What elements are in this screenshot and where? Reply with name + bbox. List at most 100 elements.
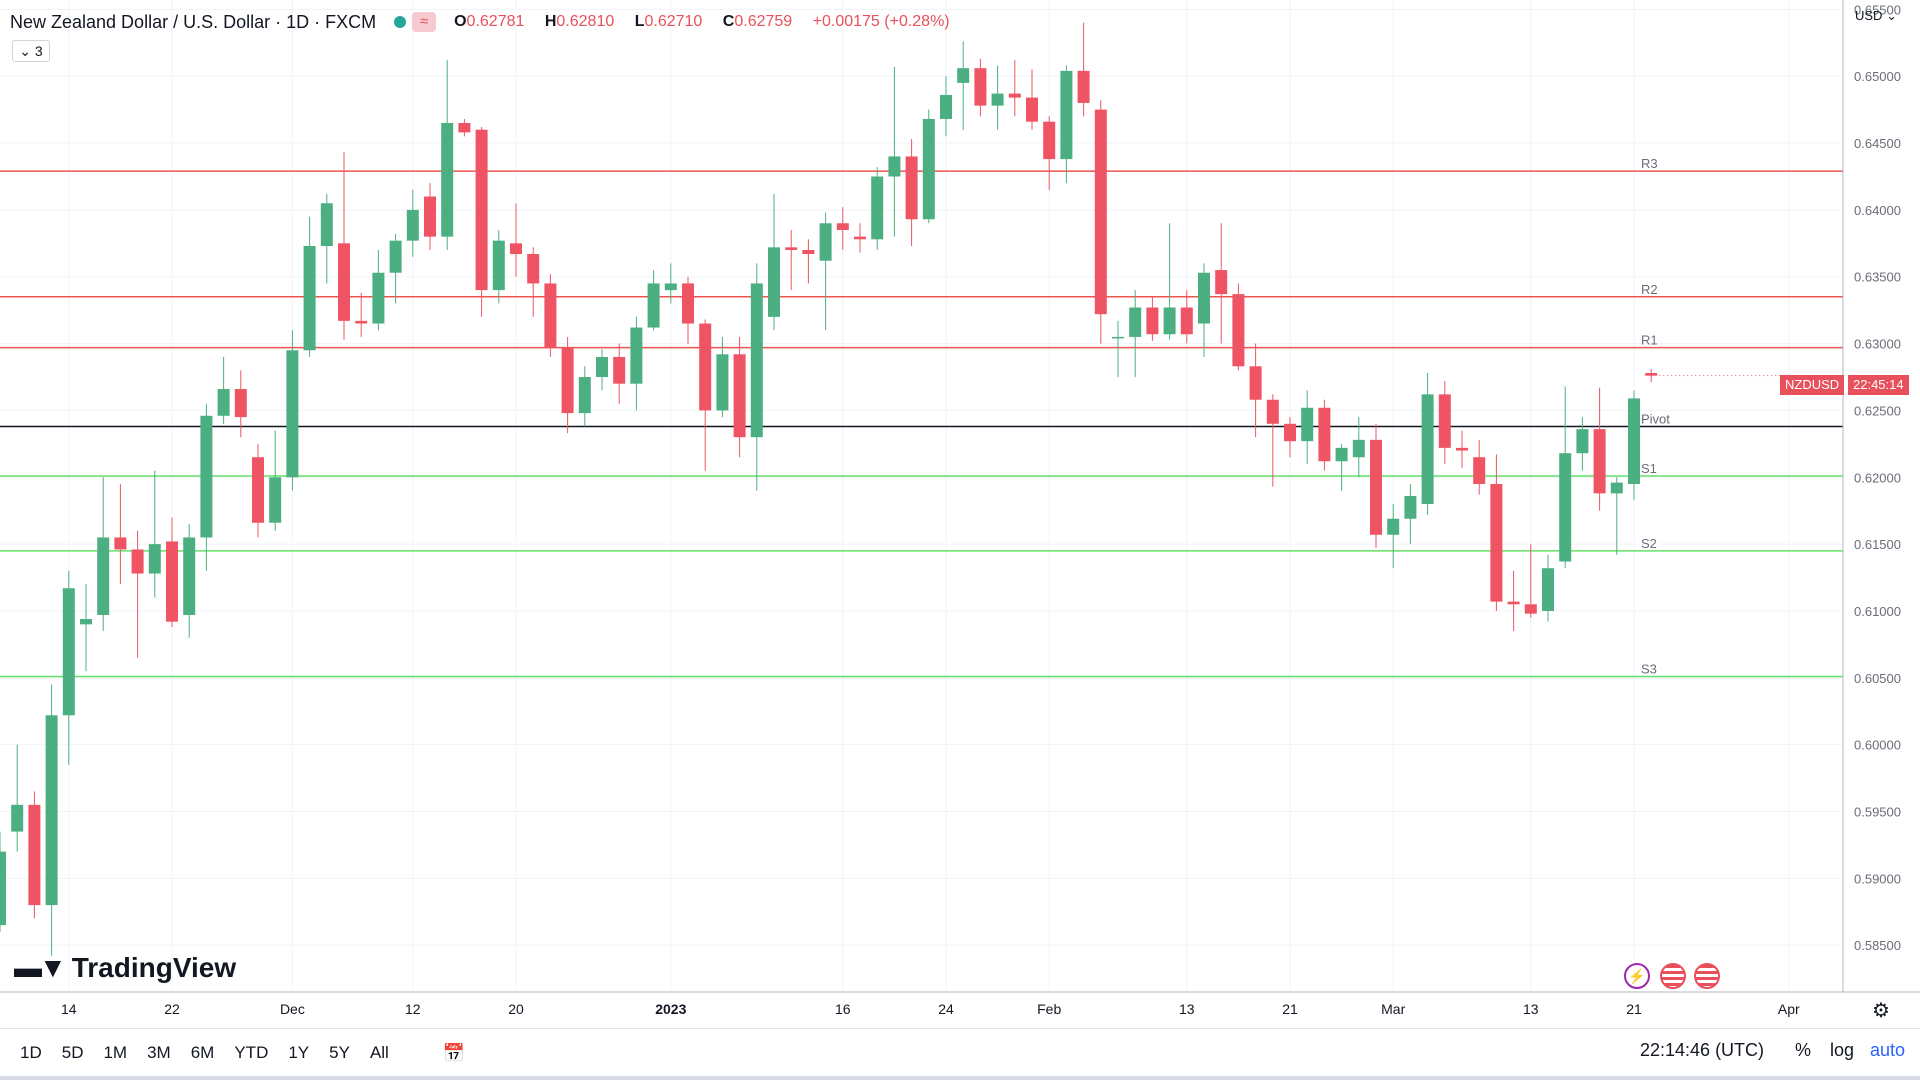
candle: [406, 189, 419, 257]
event-lightning-icon[interactable]: ⚡: [1624, 963, 1650, 989]
candle: [338, 152, 350, 340]
low-value: 0.62710: [644, 13, 703, 30]
market-status-icon[interactable]: [394, 16, 407, 28]
candle-body: [1404, 496, 1417, 519]
x-tick-label: Mar: [1381, 1001, 1405, 1017]
y-tick-label: 0.60500: [1854, 671, 1901, 686]
candle-body: [1318, 407, 1331, 462]
candle: [888, 66, 901, 237]
candle-body: [561, 347, 574, 414]
pivot-label-r3: R3: [1641, 156, 1658, 171]
candle: [80, 584, 92, 672]
candle: [0, 831, 6, 932]
x-tick-label: Apr: [1778, 1001, 1800, 1017]
range-ytd-button[interactable]: YTD: [234, 1043, 269, 1062]
candle-body: [613, 356, 626, 384]
currency-selector[interactable]: USD ⌄: [1855, 8, 1897, 23]
date-range-icon[interactable]: 📅: [442, 1042, 466, 1063]
candle: [475, 127, 488, 317]
candle-body: [1559, 453, 1572, 562]
candle-body: [28, 804, 41, 906]
candle: [682, 276, 694, 344]
log-scale-button[interactable]: log: [1830, 1040, 1855, 1060]
candle-body: [1249, 366, 1262, 400]
x-tick-label: 24: [938, 1001, 954, 1017]
candle-body: [1180, 307, 1193, 335]
candle: [561, 336, 574, 434]
candle-body: [1215, 270, 1228, 295]
candle-body: [1542, 568, 1554, 611]
candle: [1026, 69, 1038, 130]
range-5d-button[interactable]: 5D: [61, 1043, 84, 1062]
candle-body: [974, 68, 987, 106]
candle-body: [1163, 307, 1176, 335]
candle-body: [1232, 294, 1245, 367]
candle: [544, 274, 557, 357]
candle: [1456, 430, 1468, 468]
candle-body: [716, 354, 729, 411]
pivot-label-s1: S1: [1641, 461, 1657, 476]
candle: [1473, 439, 1486, 495]
candle-body: [957, 68, 970, 83]
candle-body: [1146, 307, 1159, 335]
candle: [1490, 454, 1503, 611]
candle: [750, 263, 763, 491]
candle: [1370, 423, 1382, 549]
candle: [1146, 296, 1159, 341]
range-6m-button[interactable]: 6M: [190, 1043, 215, 1062]
candle-body: [647, 283, 660, 328]
candle-body: [131, 549, 144, 574]
indicators-toggle-button[interactable]: ⌄ 3: [12, 40, 50, 62]
y-tick-label: 0.64500: [1854, 136, 1901, 151]
candle: [424, 183, 436, 251]
candle-body: [0, 851, 6, 926]
range-1y-button[interactable]: 1Y: [288, 1043, 310, 1062]
range-5y-button[interactable]: 5Y: [329, 1043, 350, 1062]
symbol-title[interactable]: New Zealand Dollar / U.S. Dollar · 1D · …: [10, 11, 377, 32]
candle: [1421, 373, 1434, 515]
candle-body: [1301, 407, 1314, 442]
candle: [1404, 483, 1417, 545]
candle: [1576, 417, 1589, 471]
candle-body: [1438, 394, 1451, 448]
candle: [372, 250, 385, 331]
candle-body: [836, 223, 849, 230]
y-tick-label: 0.62500: [1854, 403, 1901, 418]
candle-body: [854, 236, 866, 240]
candle: [768, 193, 780, 331]
x-tick-label: 14: [61, 1001, 77, 1017]
candle-body: [1043, 121, 1056, 160]
candle-body: [664, 283, 677, 291]
percent-scale-button[interactable]: %: [1795, 1040, 1812, 1060]
candle: [1198, 263, 1210, 357]
event-us-flag-icon[interactable]: [1694, 963, 1720, 989]
wave-icon[interactable]: ≈: [412, 12, 437, 32]
candle-body: [1610, 482, 1623, 494]
x-tick-label: 22: [164, 1001, 180, 1017]
auto-scale-button[interactable]: auto: [1870, 1040, 1906, 1060]
tradingview-logo[interactable]: ▬▼ TradingView: [14, 952, 237, 983]
candle: [183, 524, 196, 638]
chevron-down-icon: ⌄: [19, 43, 32, 59]
tradingview-logo-icon: ▬▼: [14, 952, 67, 983]
candle: [699, 319, 712, 471]
candle-body: [1576, 429, 1589, 454]
gear-icon[interactable]: ⚙: [1872, 1000, 1890, 1022]
range-3m-button[interactable]: 3M: [147, 1043, 171, 1062]
candle-body: [1524, 604, 1537, 614]
event-us-flag-icon[interactable]: [1660, 963, 1686, 989]
candle-body: [1060, 70, 1073, 160]
range-1d-button[interactable]: 1D: [20, 1043, 42, 1062]
candle-body: [62, 588, 75, 716]
candle-body: [406, 209, 419, 241]
candle: [802, 239, 815, 284]
utc-clock[interactable]: 22:14:46 (UTC): [1640, 1040, 1765, 1060]
high-value: 0.62810: [556, 13, 615, 30]
change-value: +0.00175 (+0.28%): [812, 13, 950, 30]
pivot-label-s2: S2: [1641, 536, 1657, 551]
range-all-button[interactable]: All: [369, 1043, 389, 1062]
candle: [1335, 443, 1348, 491]
candle: [1645, 368, 1658, 383]
range-1m-button[interactable]: 1M: [103, 1043, 128, 1062]
